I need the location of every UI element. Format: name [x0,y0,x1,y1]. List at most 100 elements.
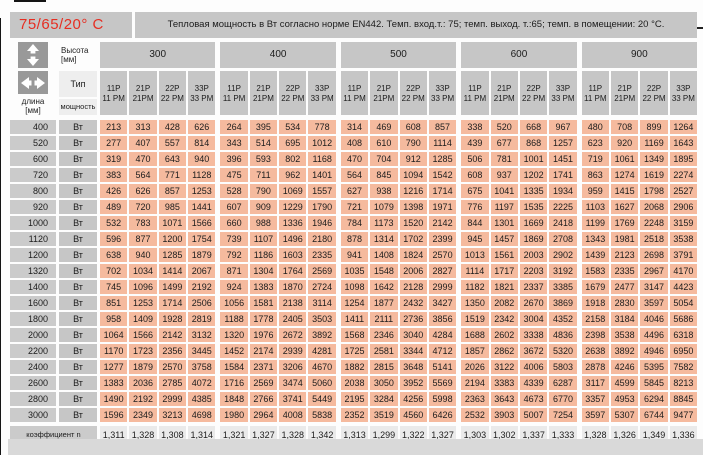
power-cell: 596 [100,232,128,246]
power-group: 958 1409 1928 2819 [100,312,216,326]
type-header: 33P 33 PM [308,71,336,115]
power-cell: 1627 [610,200,639,214]
height-group: 400 [220,42,336,68]
table-row: 1000 Вт 532 783 1071 1566 660 988 1336 1946 784 117… [10,216,698,230]
power-cell: 2371 [249,360,278,374]
power-cell: 5998 [428,392,457,406]
power-cell: 2399 [428,232,457,246]
power-cell: 2939 [279,344,307,358]
type-header: 21P 21PM [610,71,639,115]
type-header: 33P 33 PM [669,71,698,115]
power-cell: 1583 [581,264,609,278]
title-row: 75/65/20° C Тепловая мощность в Вт согла… [10,12,697,38]
type-header: 22P 22 PM [519,71,548,115]
power-cell: 1643 [669,136,698,150]
power-group: 1064 1566 2142 3132 [100,328,216,342]
power-cell: 475 [220,168,248,182]
power-cell: 2736 [399,312,427,326]
row-groups: 489 720 985 1441 607 909 1229 1790 721 1079 1398 19… [100,200,698,214]
power-group: 1857 2862 3672 5320 [461,344,577,358]
power-cell: 4246 [610,360,639,374]
power-cell: 4385 [188,392,216,406]
power-cell: 1679 [581,280,609,294]
type-line2: 22 PM [401,93,425,103]
type-line2: 33 PM [310,93,334,103]
power-cell: 1415 [610,184,639,198]
power-cell: 1669 [519,216,548,230]
power-cell: 1285 [158,248,187,262]
power-group: 945 1457 1869 2708 [461,232,577,246]
power-group: 1568 2346 3040 4284 [340,328,457,342]
power-cell: 626 [129,184,157,198]
power-cell: 428 [158,120,187,134]
row-groups: 383 564 771 1128 475 711 962 1401 564 845 1094 1542… [100,168,698,182]
power-cell: 480 [581,120,609,134]
power-cell: 1114 [461,264,489,278]
power-cell: 1182 [461,280,489,294]
length-label: 1000 [10,216,56,230]
power-cell: 1064 [100,328,128,342]
type-group: 11P 11 PM 21P 21PM 22P 22 PM 33P 33 PM [340,71,457,115]
power-cell: 1197 [490,200,518,214]
power-cell: 5449 [308,392,336,406]
power-cell: 2708 [549,232,577,246]
type-line2: 22 PM [160,93,184,103]
power-cell: 2337 [519,280,548,294]
type-header: 22P 22 PM [640,71,668,115]
power-group: 343 514 695 1012 [220,136,336,150]
height-group: 300 [100,42,216,68]
length-arrows-icon [18,71,48,94]
power-cell: 470 [340,152,369,166]
power-cell: 1314 [370,232,398,246]
power-cell: 608 [399,120,427,134]
table-row: 2000 Вт 1064 1566 2142 3132 1320 1976 2672 3892 15… [10,328,698,342]
type-header: 21P 21PM [490,71,518,115]
power-cell: 7582 [669,360,698,374]
watt-label: Вт [59,168,97,182]
table-row: 800 Вт 426 626 857 1253 528 790 1069 1557 627 938 12… [10,184,698,198]
power-group: 564 845 1094 1542 [340,168,457,182]
power-cell: 2342 [490,312,518,326]
power-cell: 1981 [610,232,639,246]
power-cell: 2036 [129,376,157,390]
row-groups: 638 940 1285 1879 792 1186 1603 2335 941 1408 1824… [100,248,698,262]
length-icon-cell: длина [мм] [10,71,56,115]
power-cell: 2906 [669,200,698,214]
power-cell: 6287 [549,376,577,390]
height-group: 900 [581,42,698,68]
power-cell: 1542 [428,168,457,182]
power-cell: 4560 [399,408,427,422]
power-cell: 489 [100,200,128,214]
row-groups: 958 1409 1928 2819 1188 1778 2405 3503 1411 2111 2… [100,312,698,326]
type-header: 11P 11 PM [220,71,248,115]
power-cell: 5307 [610,408,639,422]
power-cell: 1520 [399,216,427,230]
power-cell: 1253 [129,296,157,310]
power-cell: 958 [100,312,128,326]
power-cell: 1170 [100,344,128,358]
power-cell: 2349 [129,408,157,422]
table-row: 2400 Вт 1277 1879 2570 3758 1584 2371 3206 4670 18… [10,360,698,374]
power-cell: 695 [279,136,307,150]
power-cell: 1869 [519,232,548,246]
power-group: 1848 2766 3741 5449 [220,392,336,406]
power-cell: 1642 [370,280,398,294]
power-label: мощность [59,99,97,115]
power-cell: 2827 [428,264,457,278]
power-cell: 3856 [428,312,457,326]
power-group: 792 1186 1603 2335 [220,248,336,262]
power-group: 1114 1717 2203 3192 [461,264,577,278]
power-cell: 4170 [669,264,698,278]
power-group: 3357 4953 6294 8845 [581,392,698,406]
power-cell: 2506 [188,296,216,310]
power-cell: 3114 [308,296,336,310]
power-cell: 2142 [428,216,457,230]
power-cell: 3040 [399,328,427,342]
power-cell: 2142 [158,328,187,342]
power-cell: 3385 [549,280,577,294]
power-cell: 2518 [640,232,668,246]
power-cell: 2569 [249,376,278,390]
power-cell: 940 [188,152,216,166]
power-group: 1679 2477 3147 4423 [581,280,698,294]
power-cell: 988 [249,216,278,230]
